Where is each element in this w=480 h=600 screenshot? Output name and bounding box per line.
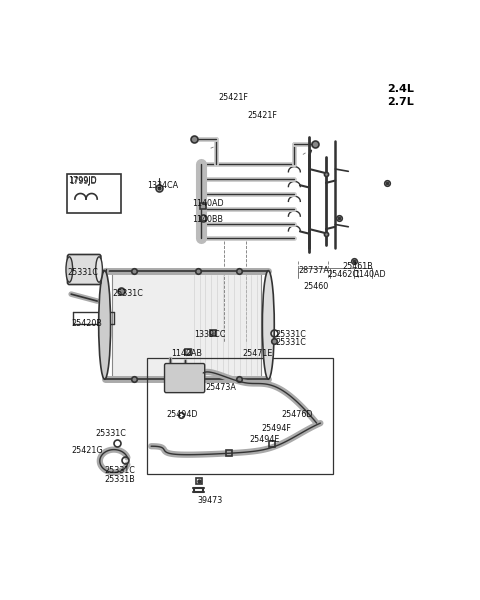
Text: 25494E: 25494E bbox=[250, 435, 280, 444]
Text: 25331C: 25331C bbox=[105, 466, 135, 475]
Text: 25421F: 25421F bbox=[248, 112, 278, 121]
Ellipse shape bbox=[66, 257, 72, 282]
Ellipse shape bbox=[99, 271, 110, 379]
Text: 28737A: 28737A bbox=[298, 266, 329, 275]
Text: 25420B: 25420B bbox=[71, 319, 102, 328]
Text: 25462C: 25462C bbox=[328, 270, 359, 279]
Text: 2.7L: 2.7L bbox=[387, 97, 414, 107]
Text: 25331C: 25331C bbox=[112, 289, 143, 298]
Ellipse shape bbox=[263, 271, 274, 379]
Text: 25461B: 25461B bbox=[343, 262, 373, 271]
Text: 39473: 39473 bbox=[198, 496, 223, 505]
Text: 1140AD: 1140AD bbox=[192, 199, 224, 208]
Text: 25494F: 25494F bbox=[261, 424, 291, 433]
Ellipse shape bbox=[96, 257, 102, 282]
Text: 1334CA: 1334CA bbox=[147, 181, 179, 190]
Text: 25476D: 25476D bbox=[281, 410, 313, 419]
Text: 25421G: 25421G bbox=[71, 446, 103, 455]
Text: 25471E: 25471E bbox=[242, 349, 273, 358]
Text: 25494D: 25494D bbox=[166, 410, 198, 419]
Text: 1140BB: 1140BB bbox=[192, 215, 223, 224]
Text: 1140AB: 1140AB bbox=[172, 349, 203, 358]
Text: 25331C: 25331C bbox=[67, 268, 98, 277]
Text: 25331C: 25331C bbox=[96, 429, 126, 438]
Text: 25473A: 25473A bbox=[205, 383, 236, 392]
Text: 25460: 25460 bbox=[304, 283, 329, 292]
Text: 1140AD: 1140AD bbox=[354, 270, 385, 279]
Text: 1799JD: 1799JD bbox=[68, 176, 97, 185]
FancyBboxPatch shape bbox=[165, 364, 204, 392]
Text: 25331B: 25331B bbox=[105, 475, 135, 484]
Bar bbox=[67, 173, 120, 213]
Text: 25331C: 25331C bbox=[276, 330, 307, 339]
Text: 25331C: 25331C bbox=[276, 338, 307, 347]
Text: 1339CC: 1339CC bbox=[194, 330, 225, 339]
Text: 1799JD: 1799JD bbox=[69, 177, 96, 186]
FancyBboxPatch shape bbox=[67, 254, 101, 284]
Text: 25421F: 25421F bbox=[218, 93, 248, 102]
Bar bbox=[112, 273, 261, 377]
Bar bbox=[147, 358, 334, 474]
Text: 2.4L: 2.4L bbox=[387, 83, 414, 94]
